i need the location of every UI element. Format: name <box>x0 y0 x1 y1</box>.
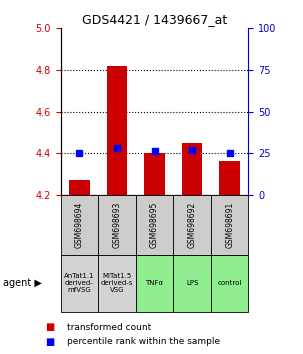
Text: GSM698693: GSM698693 <box>112 201 122 248</box>
Text: control: control <box>218 280 242 286</box>
Bar <box>61 195 98 255</box>
Text: AnTat1.1
derived-
mfVSG: AnTat1.1 derived- mfVSG <box>64 273 95 293</box>
Text: MITat1.5
derived-s
VSG: MITat1.5 derived-s VSG <box>101 273 133 293</box>
Bar <box>136 255 173 312</box>
Bar <box>136 195 173 255</box>
Text: GSM698692: GSM698692 <box>188 202 197 248</box>
Bar <box>173 195 211 255</box>
Bar <box>182 143 202 195</box>
Text: GSM698695: GSM698695 <box>150 201 159 248</box>
Text: percentile rank within the sample: percentile rank within the sample <box>67 337 220 346</box>
Text: ■: ■ <box>45 337 55 347</box>
Bar <box>219 161 240 195</box>
Bar <box>211 255 248 312</box>
Text: LPS: LPS <box>186 280 198 286</box>
Text: GSM698691: GSM698691 <box>225 202 234 248</box>
Text: GSM698694: GSM698694 <box>75 201 84 248</box>
Bar <box>61 255 98 312</box>
Bar <box>144 153 165 195</box>
Bar <box>69 180 90 195</box>
Text: ■: ■ <box>45 322 55 332</box>
Title: GDS4421 / 1439667_at: GDS4421 / 1439667_at <box>82 13 227 26</box>
Bar <box>173 255 211 312</box>
Text: TNFα: TNFα <box>145 280 164 286</box>
Text: agent ▶: agent ▶ <box>3 278 42 288</box>
Bar <box>98 255 136 312</box>
Text: transformed count: transformed count <box>67 323 151 332</box>
Bar <box>107 66 127 195</box>
Bar <box>211 195 248 255</box>
Bar <box>98 195 136 255</box>
